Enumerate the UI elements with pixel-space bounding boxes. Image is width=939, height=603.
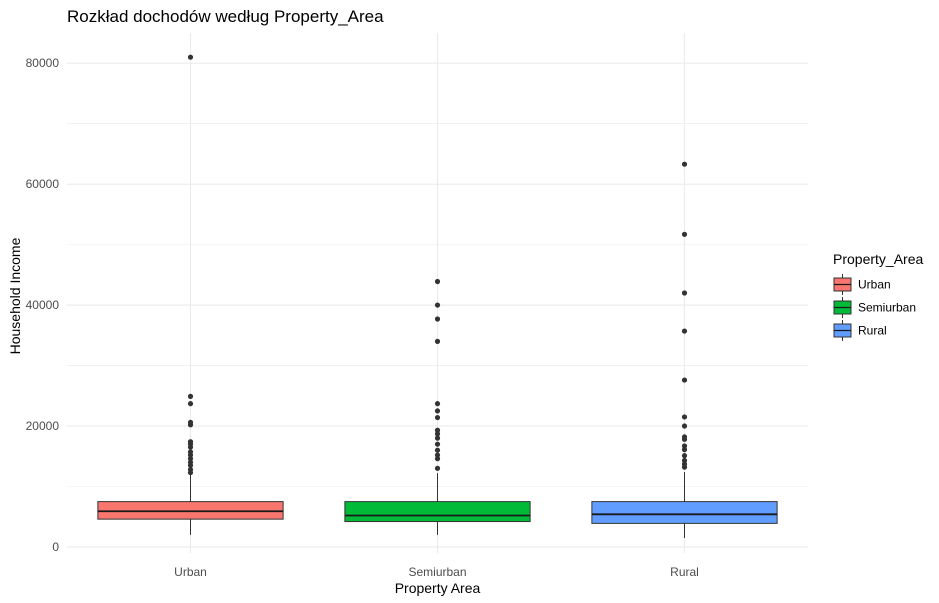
box-urban <box>97 54 284 535</box>
legend-label: Semiurban <box>858 301 916 315</box>
outlier-point <box>434 414 441 421</box>
y-tick-label: 20000 <box>26 419 60 433</box>
outlier-point <box>434 302 441 308</box>
outlier-point <box>681 423 688 429</box>
box-rural <box>591 161 778 538</box>
outlier-point <box>681 290 688 296</box>
box-semiurban <box>344 278 531 535</box>
outlier-point <box>434 447 441 453</box>
boxes <box>97 54 778 538</box>
legend-item-rural: Rural <box>833 320 887 341</box>
x-tick-label: Urban <box>174 565 207 579</box>
outlier-point <box>434 316 441 322</box>
outlier-point <box>681 161 688 167</box>
y-tick-label: 40000 <box>26 298 60 312</box>
outlier-point <box>681 434 688 440</box>
legend-item-semiurban: Semiurban <box>833 297 916 318</box>
outlier-point <box>681 443 688 449</box>
outlier-point <box>187 456 194 462</box>
legend-title: Property_Area <box>833 251 923 267</box>
outlier-point <box>187 449 194 455</box>
outlier-point <box>681 377 688 383</box>
outlier-point <box>434 401 441 407</box>
outlier-point <box>187 466 194 473</box>
outlier-point <box>681 414 688 420</box>
outlier-point <box>187 393 194 399</box>
outlier-point <box>434 441 441 447</box>
outlier-point <box>434 431 441 437</box>
outlier-point <box>187 54 194 60</box>
outlier-point <box>434 456 441 462</box>
outlier-point <box>434 452 441 458</box>
outlier-point <box>434 338 441 344</box>
y-tick-label: 0 <box>52 540 59 554</box>
outlier-point <box>187 419 194 425</box>
outlier-point <box>681 461 688 467</box>
outlier-point <box>681 453 688 459</box>
outlier-point <box>681 447 688 453</box>
chart-title: Rozkład dochodów według Property_Area <box>67 7 384 26</box>
outlier-point <box>187 401 194 407</box>
outlier-point <box>681 328 688 334</box>
box-rect <box>97 501 284 520</box>
y-tick-label: 80000 <box>26 56 60 70</box>
x-tick-label: Rural <box>670 565 699 579</box>
outlier-point <box>187 439 194 445</box>
box-rect <box>344 501 531 523</box>
y-tick-label: 60000 <box>26 177 60 191</box>
box-rect <box>591 501 778 524</box>
y-tick-labels: 0 20000 40000 60000 80000 <box>26 56 60 554</box>
outlier-point <box>681 231 688 237</box>
outlier-point <box>681 457 688 464</box>
outlier-point <box>434 427 441 433</box>
outlier-point <box>434 408 441 414</box>
x-tick-label: Semiurban <box>408 565 466 579</box>
legend-label: Urban <box>858 278 891 292</box>
y-axis-title: Household Income <box>7 237 23 354</box>
x-axis-title: Property Area <box>395 580 481 596</box>
x-tick-labels: Urban Semiurban Rural <box>174 565 699 579</box>
legend-label: Rural <box>858 324 887 338</box>
outlier-point <box>434 465 441 471</box>
outlier-point <box>434 278 441 285</box>
legend-item-urban: Urban <box>833 274 891 295</box>
outlier-point <box>187 459 194 465</box>
outlier-point <box>434 435 441 441</box>
legend: Property_Area Urban Semiurban Rural <box>833 251 923 341</box>
